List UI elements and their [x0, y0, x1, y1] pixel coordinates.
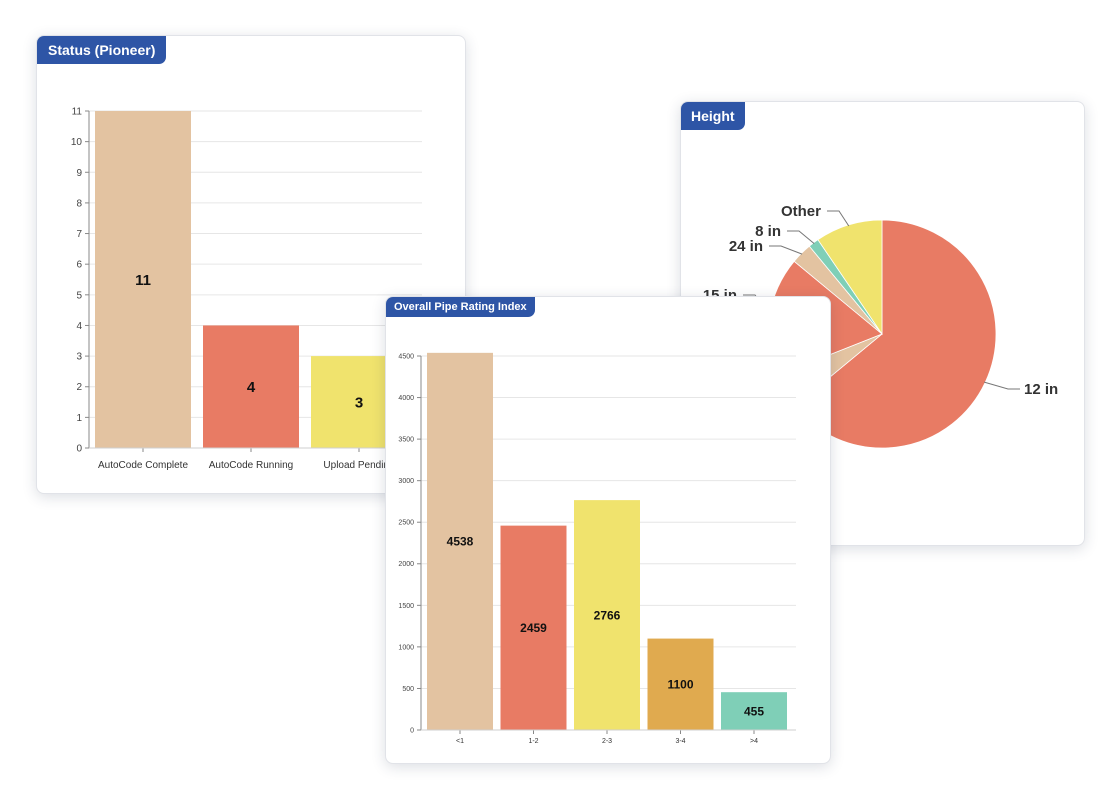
bar-value-label: 455 [744, 704, 764, 718]
bar-value-label: 4538 [447, 535, 474, 549]
x-tick-label: <1 [456, 738, 464, 745]
y-tick-label: 9 [76, 168, 82, 179]
bar-3 [647, 638, 714, 730]
pie-slice-label: 24 in [729, 238, 763, 255]
x-tick-label: 2-3 [602, 738, 612, 745]
y-tick-label: 0 [76, 444, 82, 455]
y-tick-label: 2500 [398, 520, 414, 527]
x-tick-label: >4 [750, 738, 758, 745]
rating-chart-title: Overall Pipe Rating Index [386, 297, 535, 317]
pie-slice-label: 8 in [755, 223, 781, 240]
y-tick-label: 500 [402, 686, 414, 693]
bar-1 [203, 325, 299, 448]
y-tick-label: 1 [76, 413, 82, 424]
pie-slice-label: Other [781, 203, 821, 220]
pie-leader-line [787, 230, 815, 244]
y-tick-label: 2000 [398, 561, 414, 568]
y-tick-label: 11 [72, 107, 83, 118]
bar-value-label: 11 [135, 272, 151, 289]
y-tick-label: 10 [71, 137, 83, 148]
y-tick-label: 0 [410, 727, 414, 734]
rating-bar-chart: 0 500 1000 1500 2000 2500 3000 3500 4000 4500 4538… [398, 352, 796, 745]
bar-value-label: 4 [247, 379, 256, 396]
status-chart-title: Status (Pioneer) [37, 36, 167, 64]
bar-value-label: 2459 [520, 621, 547, 635]
x-tick-label: 1-2 [528, 738, 538, 745]
y-tick-label: 3500 [398, 437, 414, 444]
pie-leader-line [984, 381, 1020, 390]
y-tick-label: 8 [76, 198, 82, 209]
x-tick-label: AutoCode Running [209, 460, 294, 471]
bar-0 [95, 111, 191, 448]
y-tick-label: 6 [76, 260, 82, 271]
bar-4 [721, 692, 787, 730]
y-tick-label: 4 [76, 321, 82, 332]
bar-value-label: 2766 [594, 608, 621, 622]
pie-leader-line [769, 245, 803, 255]
bar-1 [500, 525, 567, 730]
y-tick-label: 3000 [398, 478, 414, 485]
x-tick-label: 3-4 [675, 738, 685, 745]
y-tick-label: 2 [76, 382, 82, 393]
y-tick-label: 1000 [398, 644, 414, 651]
y-tick-label: 7 [76, 229, 82, 240]
height-chart-title: Height [681, 102, 745, 130]
pie-leader-line [827, 210, 850, 227]
y-tick-label: 1500 [398, 603, 414, 610]
bar-2 [574, 500, 640, 730]
y-tick-label: 4500 [398, 353, 414, 360]
x-tick-label: AutoCode Complete [98, 460, 188, 471]
y-tick-label: 5 [76, 290, 82, 301]
x-tick-label: Upload Pending [323, 460, 394, 471]
y-tick-label: 3 [76, 352, 82, 363]
pie-slice-label: 12 in [1024, 381, 1058, 398]
bar-0 [427, 352, 493, 730]
y-tick-label: 4000 [398, 395, 414, 402]
bar-value-label: 3 [355, 394, 363, 411]
bar-value-label: 1100 [667, 677, 693, 691]
rating-chart-card: 0 500 1000 1500 2000 2500 3000 3500 4000 4500 4538… [385, 296, 831, 764]
